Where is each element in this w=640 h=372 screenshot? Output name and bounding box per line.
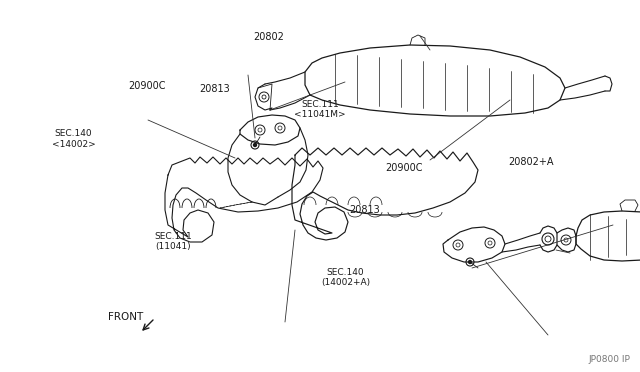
Text: FRONT: FRONT bbox=[108, 312, 143, 322]
Text: SEC.140: SEC.140 bbox=[327, 268, 364, 277]
Text: 20900C: 20900C bbox=[385, 163, 423, 173]
Text: JP0800 IP: JP0800 IP bbox=[588, 355, 630, 364]
Text: (14002+A): (14002+A) bbox=[321, 278, 370, 287]
Text: 20813: 20813 bbox=[349, 205, 380, 215]
Circle shape bbox=[253, 144, 257, 147]
Text: 20802+A: 20802+A bbox=[508, 157, 554, 167]
Text: <11041M>: <11041M> bbox=[294, 110, 346, 119]
Text: 20900C: 20900C bbox=[129, 81, 166, 90]
Text: 20813: 20813 bbox=[199, 84, 230, 94]
Text: <14002>: <14002> bbox=[52, 140, 95, 149]
Text: 20802: 20802 bbox=[253, 32, 284, 42]
Text: SEC.111: SEC.111 bbox=[154, 232, 191, 241]
Text: SEC.140: SEC.140 bbox=[55, 129, 92, 138]
Circle shape bbox=[468, 260, 472, 263]
Text: SEC.111: SEC.111 bbox=[301, 100, 339, 109]
Text: (11041): (11041) bbox=[155, 242, 191, 251]
